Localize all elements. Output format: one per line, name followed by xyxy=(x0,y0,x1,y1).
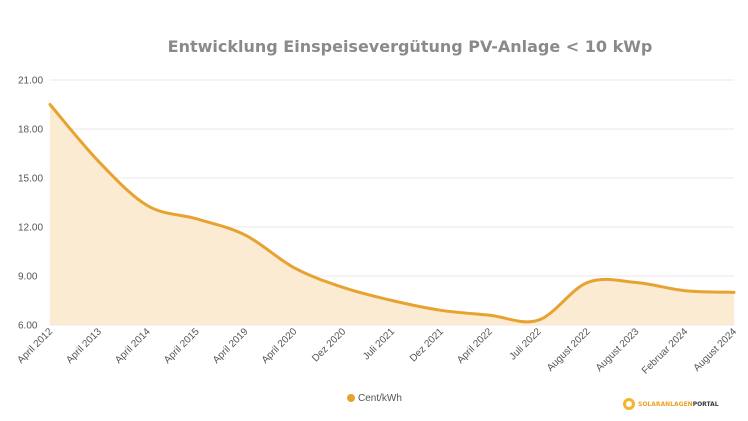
x-tick-label: Juli 2021 xyxy=(361,326,397,362)
data-point[interactable] xyxy=(194,216,200,222)
x-tick-label: Dez 2020 xyxy=(310,326,348,364)
data-point[interactable] xyxy=(340,284,346,290)
data-point[interactable] xyxy=(47,102,53,108)
data-point[interactable] xyxy=(242,232,248,238)
legend-marker xyxy=(347,394,355,402)
logo: SOLARANLAGENPORTAL xyxy=(623,398,719,410)
chart-title: Entwicklung Einspeisevergütung PV-Anlage… xyxy=(168,37,653,56)
x-tick-label: Februar 2024 xyxy=(640,326,691,377)
y-tick-label: 9.00 xyxy=(18,272,38,283)
data-point[interactable] xyxy=(145,203,151,209)
svg-text:SOLARANLAGENPORTAL: SOLARANLAGENPORTAL xyxy=(638,401,719,408)
x-tick-label: August 2022 xyxy=(545,326,593,374)
data-point[interactable] xyxy=(291,265,297,271)
y-tick-label: 21.00 xyxy=(18,76,43,87)
data-point[interactable] xyxy=(682,288,688,294)
x-tick-label: April 2020 xyxy=(260,326,300,366)
data-point[interactable] xyxy=(438,307,444,313)
series-line xyxy=(48,103,736,324)
data-point[interactable] xyxy=(96,159,102,165)
x-tick-label: April 2019 xyxy=(211,326,251,366)
x-tick-label: April 2012 xyxy=(16,326,56,366)
legend-label: Cent/kWh xyxy=(358,393,402,404)
logo-text-main: SOLARANLAGEN xyxy=(638,401,693,408)
legend[interactable]: Cent/kWh xyxy=(347,393,402,404)
y-tick-label: 18.00 xyxy=(18,125,43,136)
x-tick-label: Juli 2022 xyxy=(508,326,544,362)
data-point[interactable] xyxy=(389,298,395,304)
x-tick-label: August 2024 xyxy=(692,326,740,374)
x-axis: April 2012 April 2013 April 2014 April 2015… xyxy=(16,326,740,377)
x-tick-label: Dez 2021 xyxy=(408,326,446,364)
y-axis: 6.00 9.00 12.00 15.00 18.00 21.00 xyxy=(18,76,43,332)
data-point[interactable] xyxy=(731,289,737,295)
data-point[interactable] xyxy=(487,312,493,318)
data-point[interactable] xyxy=(536,317,542,323)
area-fill xyxy=(50,104,734,325)
x-tick-label: April 2013 xyxy=(64,326,104,366)
x-tick-label: August 2023 xyxy=(594,326,642,374)
area-layer xyxy=(47,102,737,325)
y-tick-label: 15.00 xyxy=(18,174,43,185)
data-point[interactable] xyxy=(633,280,639,286)
y-tick-label: 12.00 xyxy=(18,223,43,234)
y-tick-label: 6.00 xyxy=(18,321,38,332)
x-tick-label: April 2022 xyxy=(455,326,495,366)
logo-text-accent: PORTAL xyxy=(693,401,719,408)
data-point[interactable] xyxy=(584,280,590,286)
x-tick-label: April 2014 xyxy=(113,326,153,366)
x-tick-label: April 2015 xyxy=(162,326,202,366)
